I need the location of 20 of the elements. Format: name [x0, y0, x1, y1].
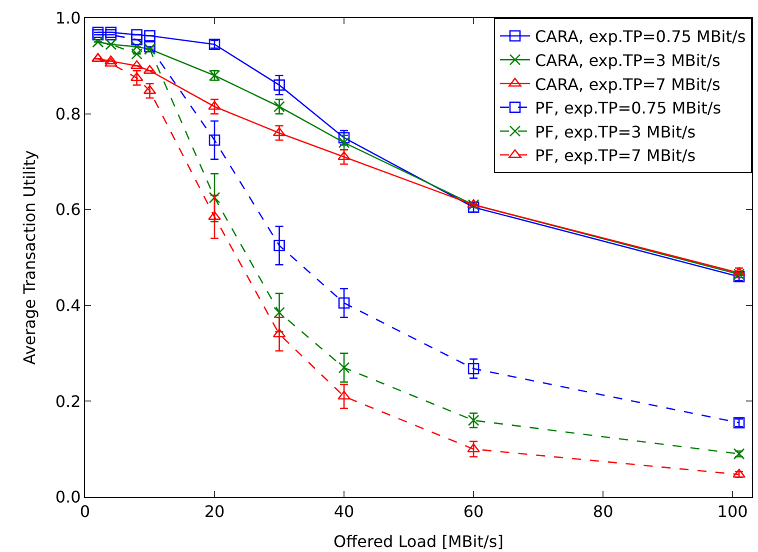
legend-label: PF, exp.TP=3 MBit/s [535, 122, 696, 142]
y-tick-label: 1.0 [55, 8, 81, 28]
y-tick-label: 0.8 [55, 104, 81, 124]
x-tick-label: 100 [717, 502, 748, 522]
legend-label: CARA, exp.TP=7 MBit/s [535, 74, 720, 94]
legend-label: PF, exp.TP=0.75 MBit/s [535, 98, 722, 118]
x-tick-label: 40 [334, 502, 354, 522]
y-tick-label: 0.0 [55, 488, 81, 507]
y-axis-title: Average Transaction Utility [20, 150, 40, 365]
y-tick-label: 0.6 [55, 200, 81, 220]
legend-label: PF, exp.TP=7 MBit/s [535, 146, 696, 166]
y-tick-label: 0.2 [55, 392, 81, 411]
y-tick-label: 0.4 [55, 296, 81, 315]
x-axis-title: Offered Load [MBit/s] [334, 532, 504, 551]
x-tick-label: 0 [80, 502, 90, 522]
x-tick-label: 20 [204, 502, 225, 522]
x-tick-label: 80 [592, 502, 614, 522]
x-tick-label: 60 [463, 502, 484, 522]
legend-label: CARA, exp.TP=3 MBit/s [535, 50, 720, 70]
legend-label: CARA, exp.TP=0.75 MBit/s [535, 27, 746, 46]
